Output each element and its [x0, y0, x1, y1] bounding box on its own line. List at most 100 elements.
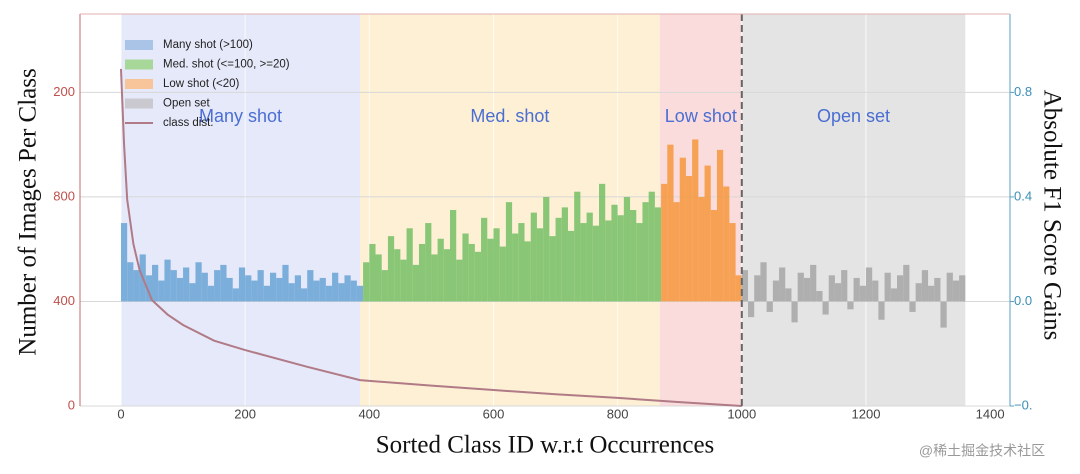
bar — [214, 270, 221, 302]
bar — [760, 262, 767, 302]
bar — [779, 267, 786, 302]
bar — [176, 277, 184, 302]
bar — [716, 149, 724, 302]
bar — [834, 283, 842, 302]
bar — [145, 275, 153, 302]
bar — [220, 264, 227, 302]
y-tick-label: 800 — [53, 188, 75, 203]
bar — [301, 288, 308, 302]
bar — [605, 220, 612, 302]
bar — [642, 202, 649, 302]
bar — [741, 270, 749, 302]
bar — [518, 223, 525, 302]
bar — [536, 228, 544, 302]
y2-axis-title: Absolute F1 Score Gains — [1038, 90, 1065, 341]
bar — [400, 259, 407, 302]
y-axis-title: Number of Images Per Class — [15, 68, 42, 355]
bar — [425, 223, 432, 302]
bar — [325, 285, 333, 302]
bar — [567, 230, 575, 302]
bar — [530, 212, 537, 302]
bar — [543, 196, 550, 302]
bar — [120, 223, 128, 302]
legend-swatch — [125, 79, 153, 89]
y2-tick-label: 0.8 — [1014, 84, 1032, 99]
bar — [630, 210, 637, 302]
legend-swatch — [125, 40, 153, 50]
bar — [158, 280, 165, 302]
x-tick-label: 400 — [358, 406, 380, 421]
bar — [685, 176, 693, 302]
x-tick-label: 200 — [234, 406, 256, 421]
bar — [636, 223, 643, 302]
bar — [884, 272, 891, 302]
bar — [263, 285, 270, 302]
bar — [431, 254, 438, 302]
bar — [611, 204, 618, 302]
bar — [915, 283, 922, 302]
bar — [921, 270, 929, 302]
bar — [723, 186, 730, 302]
bar — [363, 262, 370, 302]
bar — [282, 264, 289, 302]
bar — [692, 139, 699, 302]
bar — [599, 183, 606, 302]
bar — [245, 275, 252, 302]
bar — [617, 215, 624, 302]
y2-tick-label: 0.4 — [1014, 188, 1032, 203]
bar — [127, 262, 134, 302]
bar — [903, 264, 910, 302]
bar — [940, 301, 947, 328]
region — [120, 14, 360, 406]
x-tick-label: 1400 — [976, 406, 1005, 421]
bar — [928, 285, 935, 302]
bar — [406, 228, 413, 302]
y-tick-label: 200 — [53, 84, 75, 99]
region-label: Many shot — [199, 106, 282, 126]
bar — [574, 191, 581, 302]
bar — [232, 288, 239, 302]
bar — [238, 267, 246, 302]
bar — [350, 280, 357, 302]
bar — [580, 223, 587, 302]
bar — [226, 277, 233, 302]
bar — [437, 238, 444, 302]
bar — [847, 301, 854, 310]
bar — [505, 202, 513, 302]
bar — [375, 254, 382, 302]
bar — [257, 270, 264, 302]
bar — [524, 241, 531, 302]
bar — [772, 280, 780, 302]
line — [119, 68, 742, 407]
bar — [754, 275, 761, 302]
bar — [710, 210, 717, 302]
bar — [878, 301, 885, 320]
bar — [853, 277, 860, 302]
bar — [456, 259, 463, 302]
bar — [766, 301, 773, 312]
legend-label: class dist. — [163, 117, 214, 129]
bar — [356, 285, 364, 302]
bar — [890, 288, 898, 302]
bar — [344, 275, 351, 302]
bar — [474, 251, 482, 302]
y-tick-label: 400 — [53, 293, 75, 308]
region — [741, 14, 966, 406]
x-tick-label: 1000 — [727, 406, 756, 421]
region-label: Med. shot — [470, 106, 549, 126]
bar — [828, 275, 835, 302]
bar — [450, 210, 457, 302]
bar — [418, 243, 426, 302]
watermark: @稀土掘金技术社区 — [919, 443, 1045, 459]
region-label: Open set — [817, 106, 890, 126]
bar — [481, 217, 488, 302]
bar — [443, 249, 451, 302]
legend: Many shot (>100) Med. shot (<=100, >=20) L… — [125, 39, 290, 129]
bar — [499, 246, 506, 302]
bar — [201, 272, 208, 302]
bar — [803, 277, 811, 302]
bar — [735, 275, 742, 302]
x-tick-label: 0 — [117, 406, 124, 421]
bar — [195, 262, 202, 302]
